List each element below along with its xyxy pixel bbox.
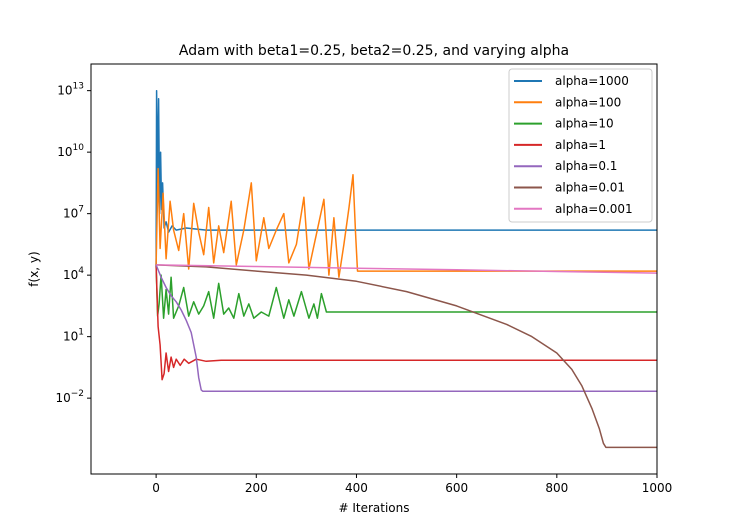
series-line-3: [155, 264, 657, 381]
series-line-2: [155, 264, 657, 319]
x-tick-label-3: 600: [445, 481, 468, 495]
x-tick-label-1: 200: [245, 481, 268, 495]
legend: alpha=1000 alpha=100 alpha=10 alpha=1 alpha=…: [508, 68, 653, 223]
legend-box: [508, 68, 653, 223]
legend-label-2: alpha=10: [555, 117, 614, 131]
plot-lines: [155, 89, 658, 449]
y-tick-label-3: 104: [63, 266, 84, 282]
x-tick-label-0: 0: [152, 481, 160, 495]
y-tick-label-1: 1010: [57, 143, 84, 159]
legend-label-4: alpha=0.1: [555, 159, 617, 173]
y-tick-label-0: 1013: [57, 82, 84, 98]
y-tick-label-4: 101: [63, 328, 84, 344]
x-axis: 0 200 400 600 800 1000: [152, 474, 672, 495]
series-line-5: [156, 264, 657, 449]
y-tick-label-2: 107: [63, 205, 84, 221]
legend-label-5: alpha=0.01: [555, 181, 625, 195]
x-tick-label-2: 400: [345, 481, 368, 495]
y-axis: 1013 1010 107 104 101 10−2: [55, 82, 91, 405]
legend-label-6: alpha=0.001: [555, 202, 633, 216]
x-tick-label-4: 800: [545, 481, 568, 495]
legend-label-3: alpha=1: [555, 138, 606, 152]
chart-title: Adam with beta1=0.25, beta2=0.25, and va…: [179, 43, 569, 59]
plot-frame: [90, 63, 658, 475]
series-line-6: [156, 264, 658, 274]
series-line-4: [155, 264, 657, 392]
legend-label-0: alpha=1000: [555, 74, 629, 88]
y-axis-label: f(x, y): [27, 251, 41, 286]
y-tick-label-5: 10−2: [55, 389, 84, 405]
x-axis-label: # Iterations: [338, 501, 409, 515]
series-line-1: [155, 167, 657, 278]
x-tick-label-5: 1000: [642, 481, 673, 495]
legend-label-1: alpha=100: [555, 95, 621, 109]
